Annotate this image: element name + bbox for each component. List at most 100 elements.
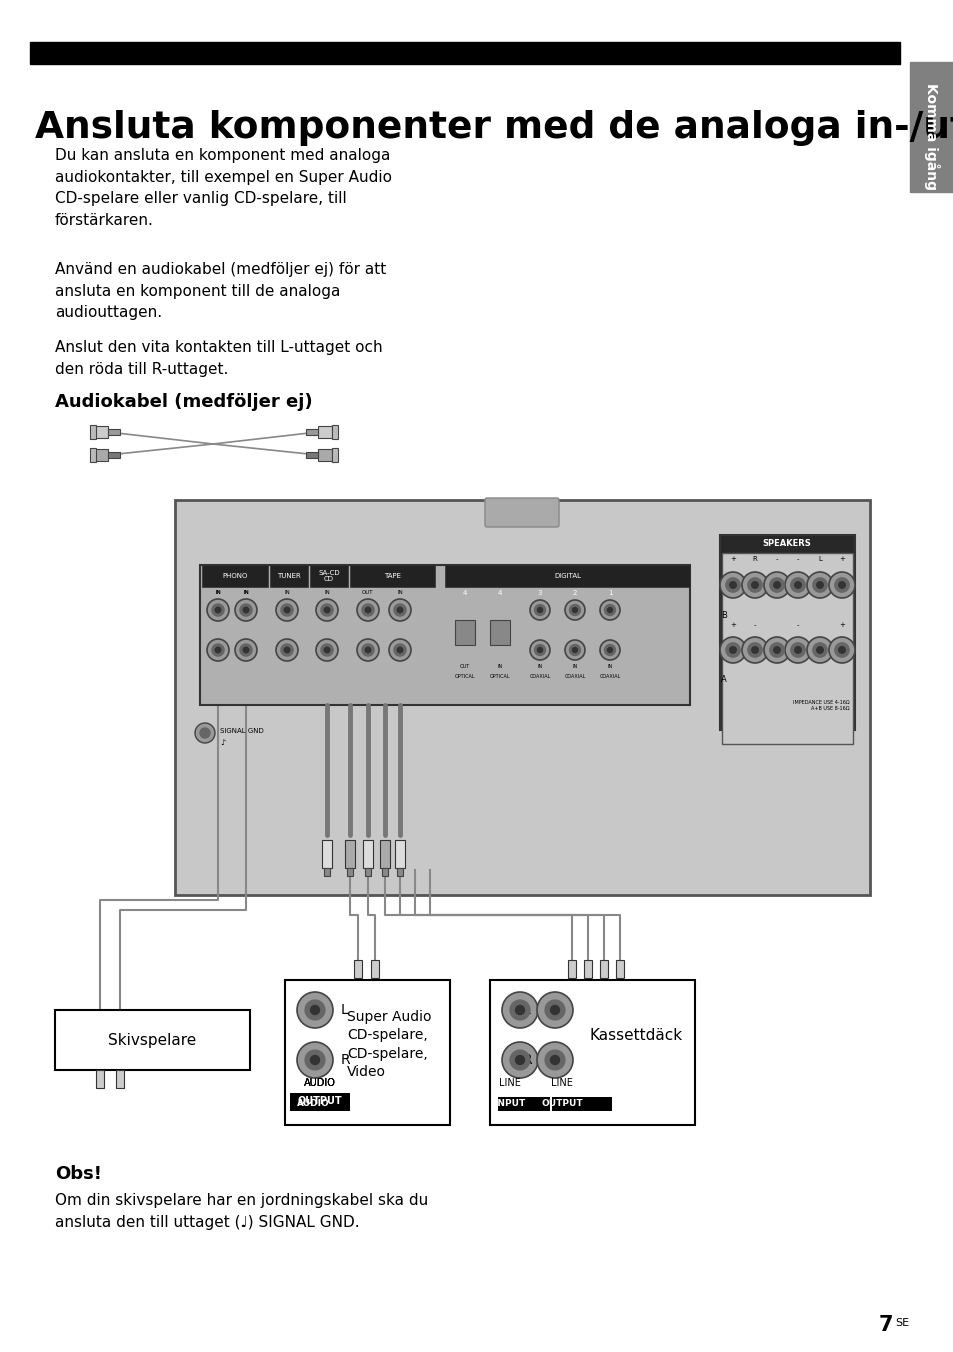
Bar — [174, 500, 869, 895]
Text: IN: IN — [284, 591, 290, 595]
Text: COAXIAL: COAXIAL — [598, 675, 620, 680]
Circle shape — [812, 642, 826, 657]
Circle shape — [212, 644, 224, 656]
Circle shape — [806, 637, 832, 662]
Bar — [721, 553, 852, 744]
Text: OUT: OUT — [459, 664, 470, 669]
Text: IN: IN — [396, 591, 402, 595]
Bar — [310, 565, 348, 587]
Text: Skivspelare: Skivspelare — [108, 1033, 196, 1048]
Text: -: - — [753, 622, 756, 627]
Text: 4: 4 — [462, 589, 467, 596]
Text: +: + — [839, 622, 844, 627]
Circle shape — [838, 581, 844, 588]
Circle shape — [816, 646, 822, 653]
Circle shape — [320, 604, 333, 617]
Circle shape — [769, 577, 783, 592]
Bar — [379, 840, 390, 868]
Text: Komma igång: Komma igång — [923, 82, 939, 191]
Text: R: R — [522, 1053, 532, 1067]
Text: 4: 4 — [497, 589, 501, 596]
Circle shape — [720, 637, 745, 662]
Circle shape — [240, 644, 252, 656]
Circle shape — [280, 604, 293, 617]
Text: OPTICAL: OPTICAL — [455, 675, 475, 680]
Circle shape — [794, 581, 801, 588]
Circle shape — [763, 572, 789, 598]
Circle shape — [828, 572, 854, 598]
Text: Ansluta komponenter med de analoga in-/utgångarna: Ansluta komponenter med de analoga in-/u… — [35, 105, 953, 146]
Bar — [396, 868, 402, 876]
Circle shape — [212, 604, 224, 617]
Circle shape — [607, 607, 612, 612]
Circle shape — [240, 604, 252, 617]
Circle shape — [284, 648, 290, 653]
Text: +: + — [729, 622, 735, 627]
Text: B: B — [720, 611, 726, 619]
Circle shape — [515, 1006, 524, 1014]
Circle shape — [530, 600, 550, 621]
Text: IN: IN — [607, 664, 612, 669]
Text: IN: IN — [243, 591, 249, 595]
Text: DIGITAL: DIGITAL — [554, 573, 580, 579]
Bar — [363, 840, 373, 868]
Circle shape — [365, 607, 371, 612]
Circle shape — [741, 572, 767, 598]
Circle shape — [725, 577, 740, 592]
Bar — [583, 960, 592, 977]
Circle shape — [534, 604, 545, 615]
Text: AUDIO: AUDIO — [296, 1099, 330, 1109]
Circle shape — [275, 599, 297, 621]
Bar — [497, 1096, 550, 1111]
Circle shape — [834, 577, 848, 592]
Circle shape — [572, 607, 577, 612]
Circle shape — [747, 642, 761, 657]
Circle shape — [394, 604, 406, 617]
Circle shape — [751, 646, 758, 653]
Bar — [285, 980, 450, 1125]
Bar — [444, 565, 689, 587]
Text: IN: IN — [324, 591, 330, 595]
Text: IN: IN — [572, 664, 577, 669]
Bar — [490, 980, 695, 1125]
Circle shape — [599, 639, 619, 660]
Text: SPEAKERS: SPEAKERS — [761, 539, 810, 549]
Circle shape — [243, 607, 249, 612]
Circle shape — [537, 992, 573, 1028]
Circle shape — [305, 1051, 325, 1069]
Circle shape — [215, 648, 220, 653]
Bar — [94, 426, 108, 438]
Text: Audiokabel (medföljer ej): Audiokabel (medföljer ej) — [55, 393, 313, 411]
Circle shape — [510, 1000, 529, 1019]
Bar — [306, 452, 317, 458]
Text: IN: IN — [214, 591, 221, 595]
Circle shape — [550, 1056, 558, 1064]
FancyBboxPatch shape — [484, 498, 558, 527]
Circle shape — [806, 572, 832, 598]
Text: L: L — [340, 1003, 349, 1017]
Text: 2: 2 — [572, 589, 577, 596]
Bar — [200, 565, 689, 704]
Circle shape — [510, 1051, 529, 1069]
Circle shape — [530, 639, 550, 660]
Text: COAXIAL: COAXIAL — [529, 675, 550, 680]
Text: LINE: LINE — [498, 1078, 520, 1088]
Circle shape — [537, 648, 542, 653]
Text: +: + — [729, 556, 735, 562]
Circle shape — [394, 644, 406, 656]
Text: AUDIO: AUDIO — [304, 1078, 335, 1088]
Circle shape — [537, 1042, 573, 1078]
Circle shape — [310, 1056, 319, 1064]
Circle shape — [501, 992, 537, 1028]
Circle shape — [569, 604, 579, 615]
Text: OUT: OUT — [362, 591, 374, 595]
Text: SIGNAL GND: SIGNAL GND — [220, 727, 263, 734]
Text: -: - — [796, 556, 799, 562]
Circle shape — [816, 581, 822, 588]
Circle shape — [389, 599, 411, 621]
Circle shape — [604, 645, 615, 656]
Text: PHONO: PHONO — [222, 573, 248, 579]
Text: OPTICAL: OPTICAL — [489, 675, 510, 680]
Text: 3: 3 — [537, 589, 541, 596]
Bar — [455, 621, 475, 645]
